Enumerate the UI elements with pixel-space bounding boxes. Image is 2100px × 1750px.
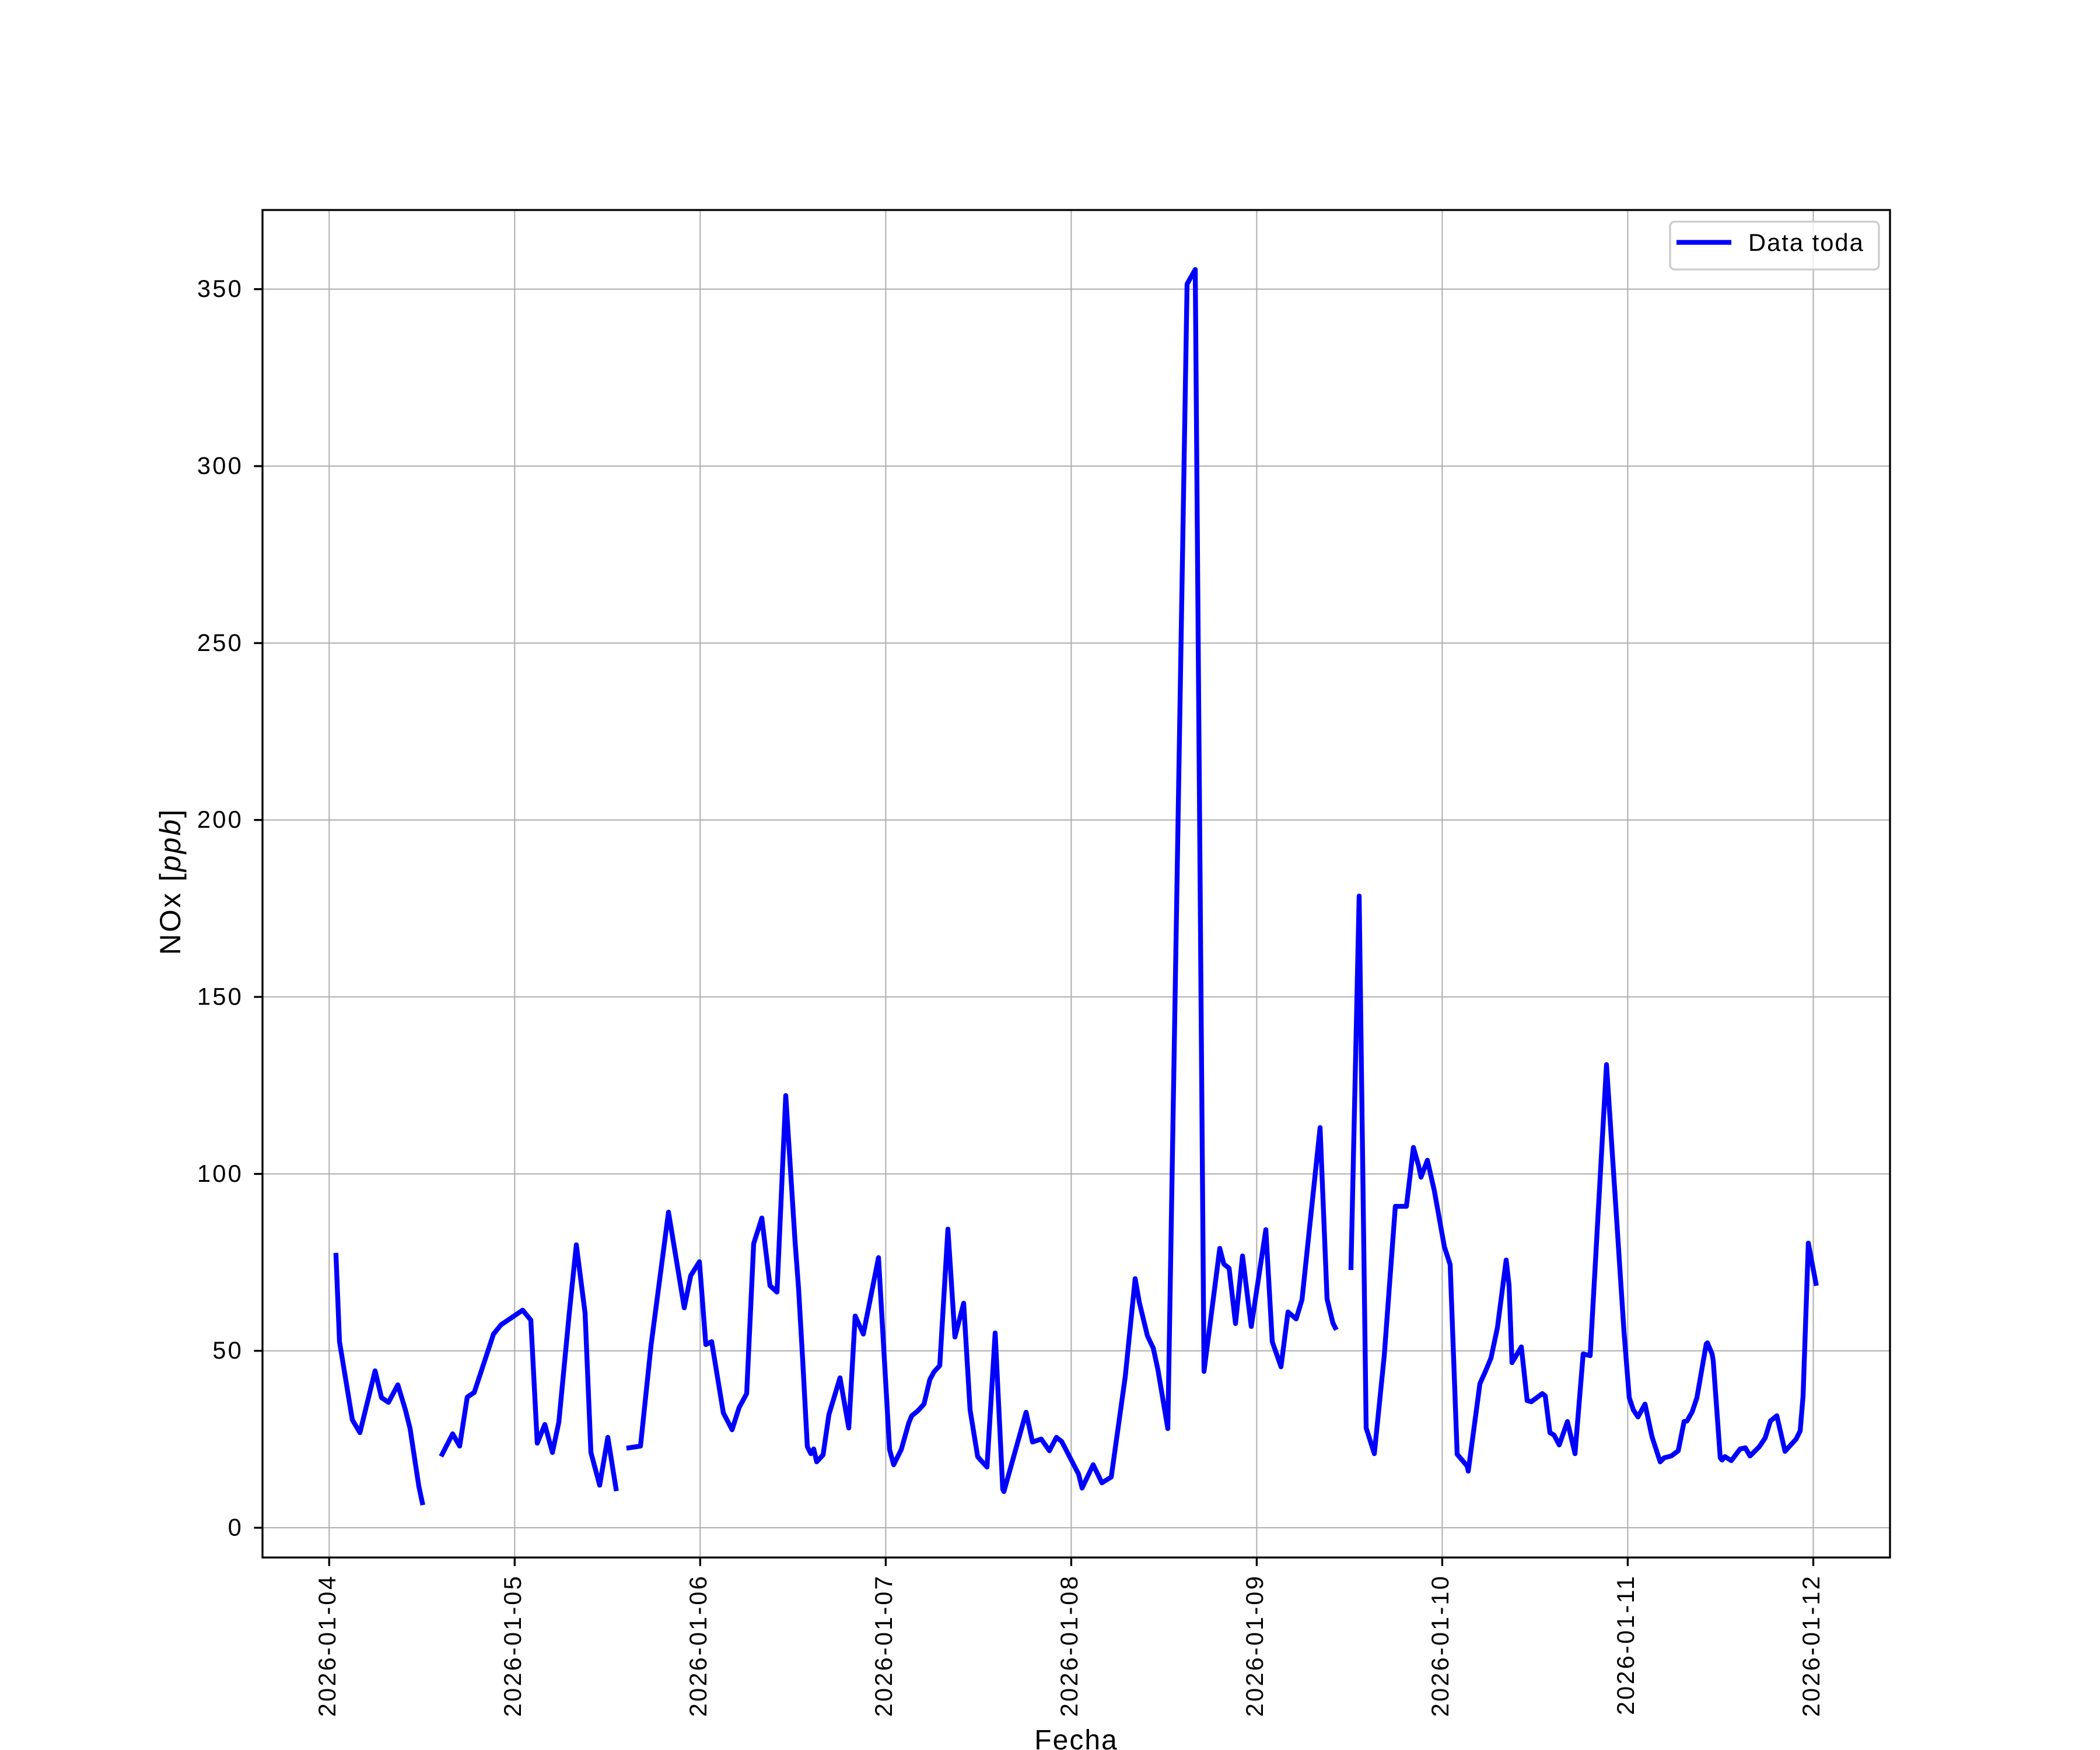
svg-text:2026-01-04: 2026-01-04: [313, 1574, 341, 1717]
svg-text:2026-01-07: 2026-01-07: [870, 1574, 897, 1717]
svg-text:0: 0: [228, 1514, 243, 1541]
svg-text:2026-01-11: 2026-01-11: [1612, 1574, 1639, 1715]
svg-text:2026-01-05: 2026-01-05: [499, 1574, 526, 1717]
svg-text:2026-01-06: 2026-01-06: [684, 1574, 712, 1717]
svg-text:2026-01-10: 2026-01-10: [1426, 1574, 1454, 1717]
svg-text:250: 250: [197, 629, 243, 656]
svg-text:350: 350: [197, 275, 243, 302]
svg-text:300: 300: [197, 452, 243, 480]
svg-text:50: 50: [212, 1336, 243, 1364]
svg-text:100: 100: [197, 1160, 243, 1187]
svg-text:150: 150: [197, 983, 243, 1010]
svg-text:Data toda: Data toda: [1748, 229, 1864, 256]
svg-text:2026-01-09: 2026-01-09: [1241, 1574, 1268, 1717]
svg-text:2026-01-12: 2026-01-12: [1797, 1574, 1825, 1717]
svg-text:200: 200: [197, 806, 243, 833]
svg-text:NOx [ppb]: NOx [ppb]: [154, 808, 187, 955]
svg-text:Fecha: Fecha: [1034, 1725, 1118, 1750]
svg-text:2026-01-08: 2026-01-08: [1055, 1574, 1083, 1717]
